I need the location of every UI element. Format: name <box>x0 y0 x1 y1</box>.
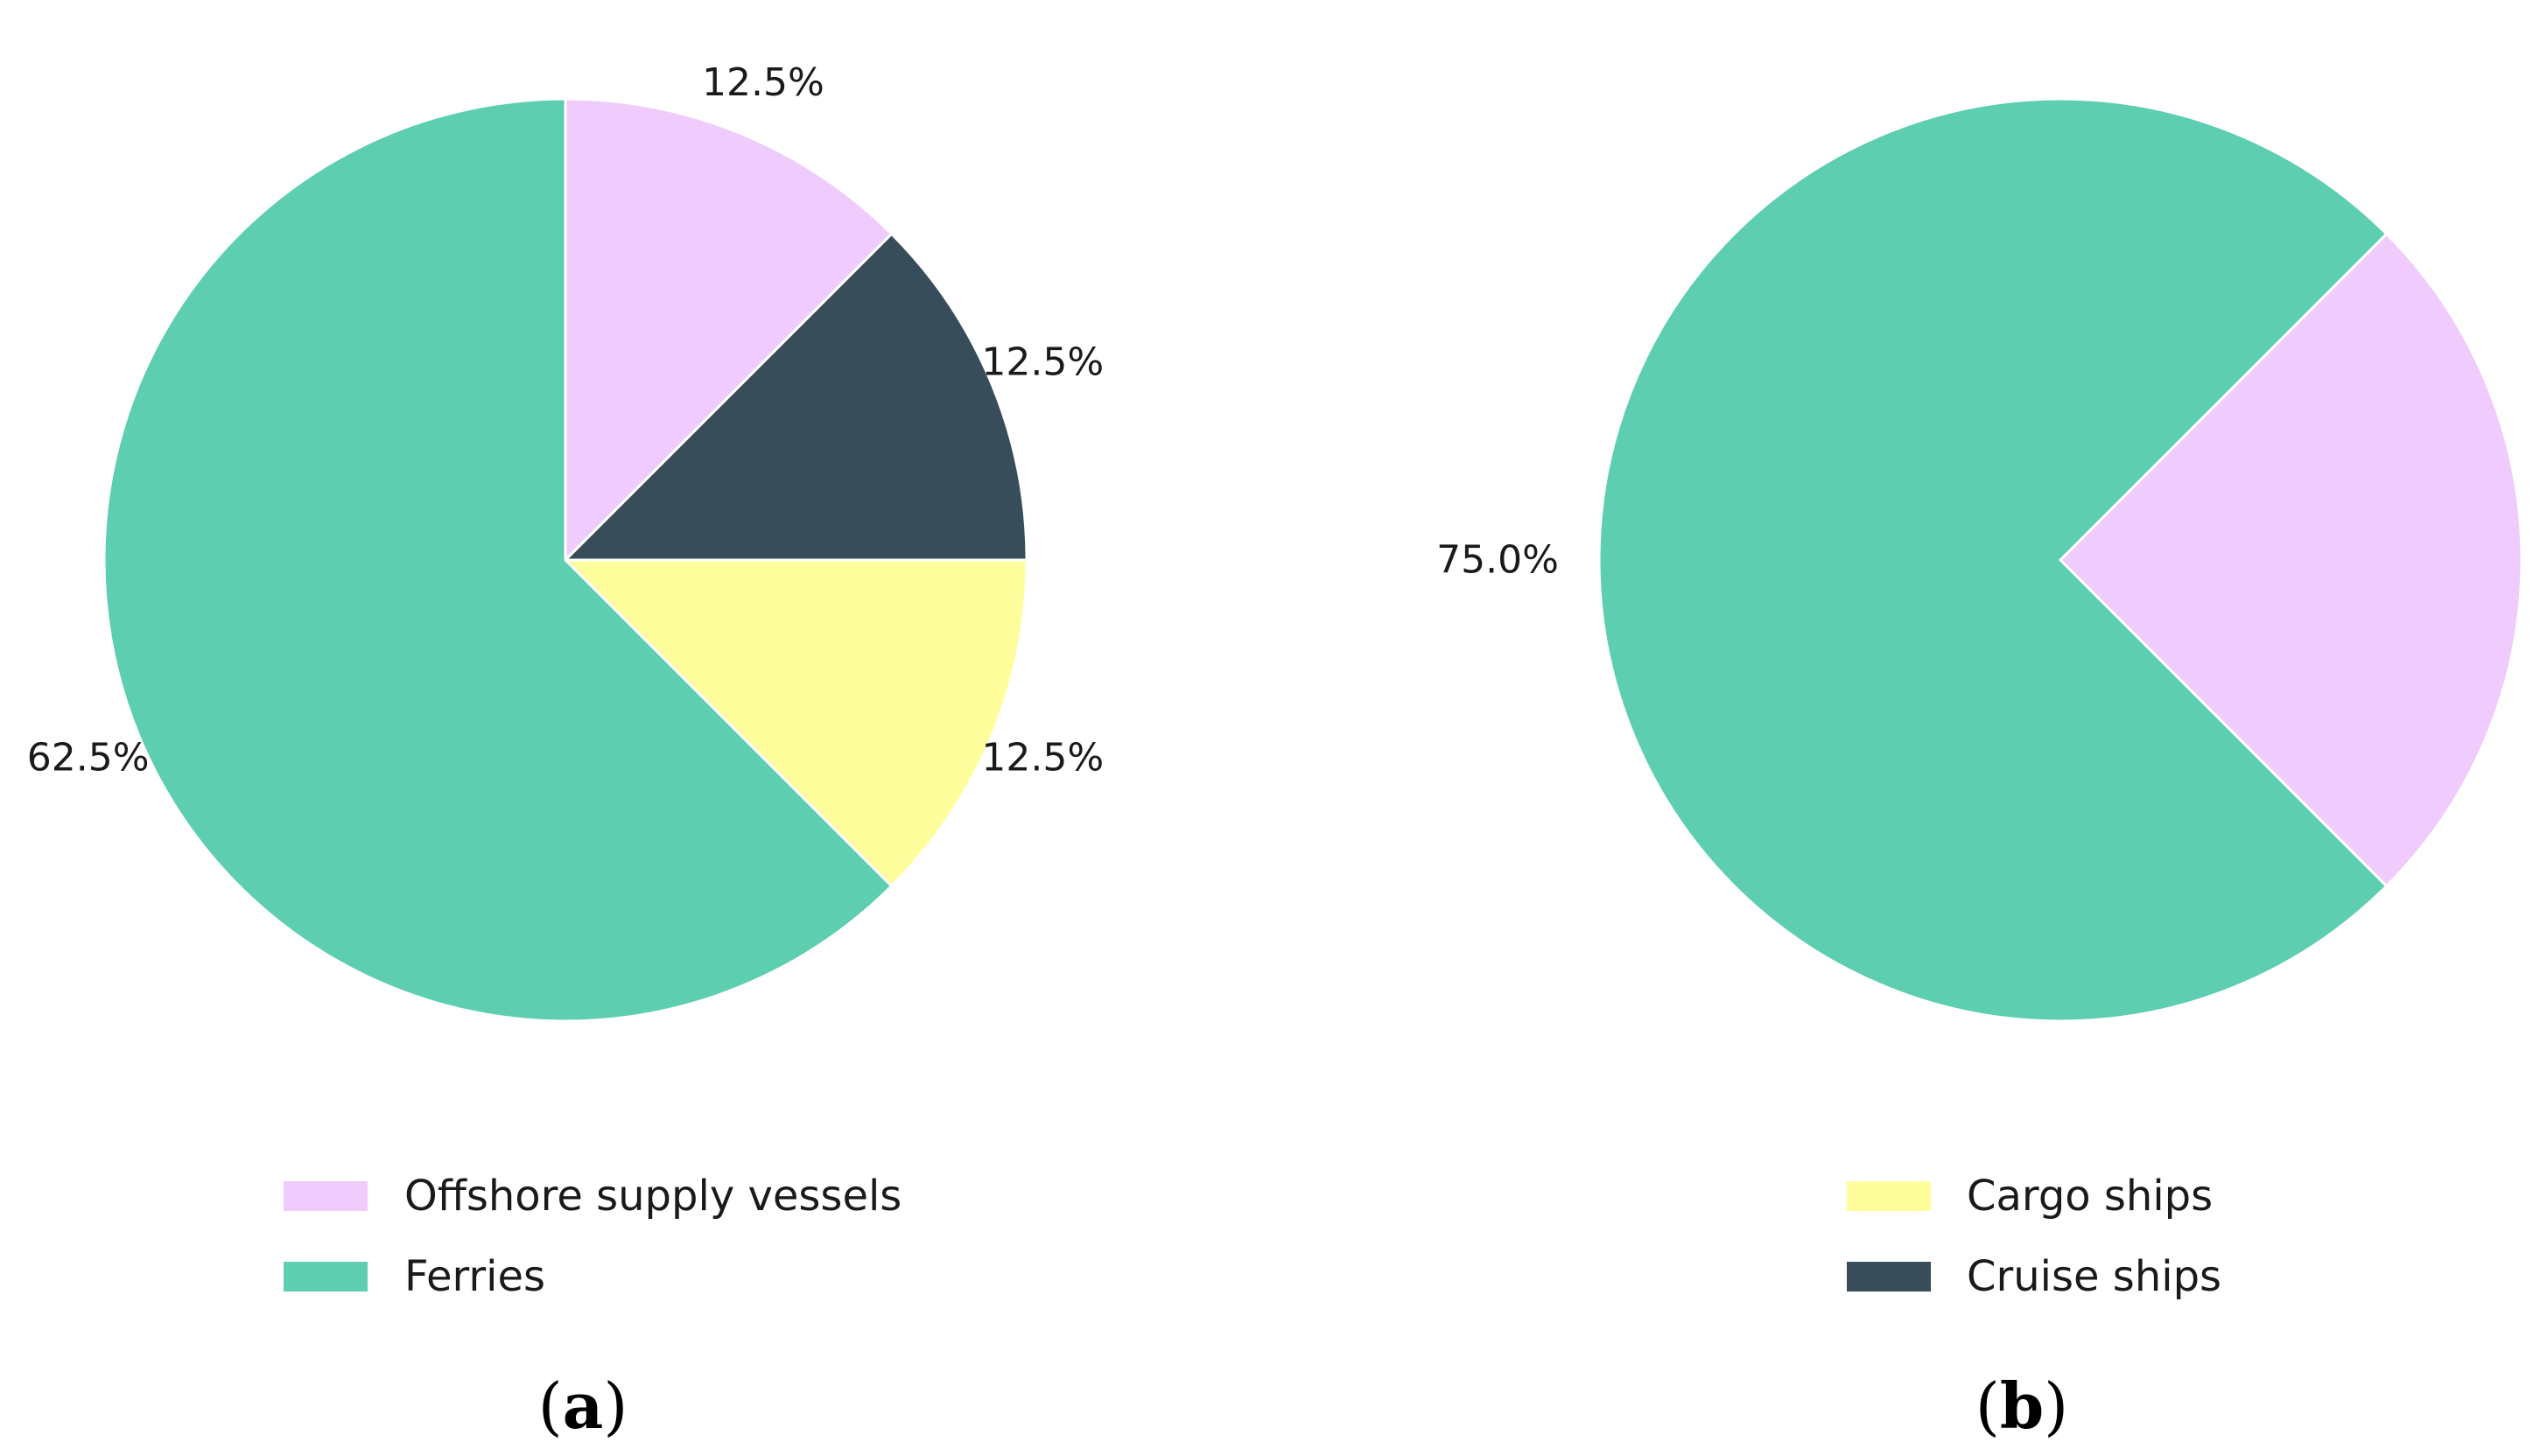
legend-b-swatch-0 <box>1847 1181 1931 1211</box>
panel-label-b: (b) <box>1975 1368 2069 1443</box>
legend-b-swatch-1 <box>1847 1262 1931 1292</box>
pie-chart-a: 12.5% 12.5% 12.5% 62.5% <box>27 60 1104 1023</box>
pie-a-slice-2-label: 12.5% <box>981 735 1104 780</box>
legend-a-label-0: Offshore supply vessels <box>404 1172 902 1221</box>
pie-b-slice-0 <box>2058 232 2523 888</box>
pie-a-slice-3 <box>102 97 894 1023</box>
legend-a-swatch-0 <box>284 1181 368 1211</box>
pie-a-slice-2 <box>562 558 1028 888</box>
legend-b-label-1: Cruise ships <box>1967 1252 2221 1301</box>
panel-label-a: (a) <box>538 1368 628 1443</box>
pie-b-slice-1-label: 75.0% <box>1436 538 1559 583</box>
legend-b: Cargo ships Cruise ships <box>1847 1172 2221 1301</box>
pie-a-slice-1-label: 12.5% <box>981 340 1104 385</box>
pie-b-slice-1 <box>1597 97 2389 1023</box>
legend-a: Offshore supply vessels Ferries <box>284 1172 902 1301</box>
legend-b-label-0: Cargo ships <box>1967 1172 2213 1221</box>
pie-a-slice-0-label: 12.5% <box>702 60 824 105</box>
panel-letter-a: a <box>563 1368 604 1443</box>
legend-a-label-1: Ferries <box>404 1252 545 1301</box>
panel-letter-b: b <box>2000 1368 2044 1443</box>
pie-chart-b: 25.0%75.0% <box>1436 97 2523 1023</box>
pie-a-slice-3-label: 62.5% <box>27 735 150 780</box>
pie-a-slice-0 <box>564 97 894 564</box>
pie-a-slice-1 <box>562 232 1028 562</box>
legend-a-swatch-1 <box>284 1262 368 1292</box>
